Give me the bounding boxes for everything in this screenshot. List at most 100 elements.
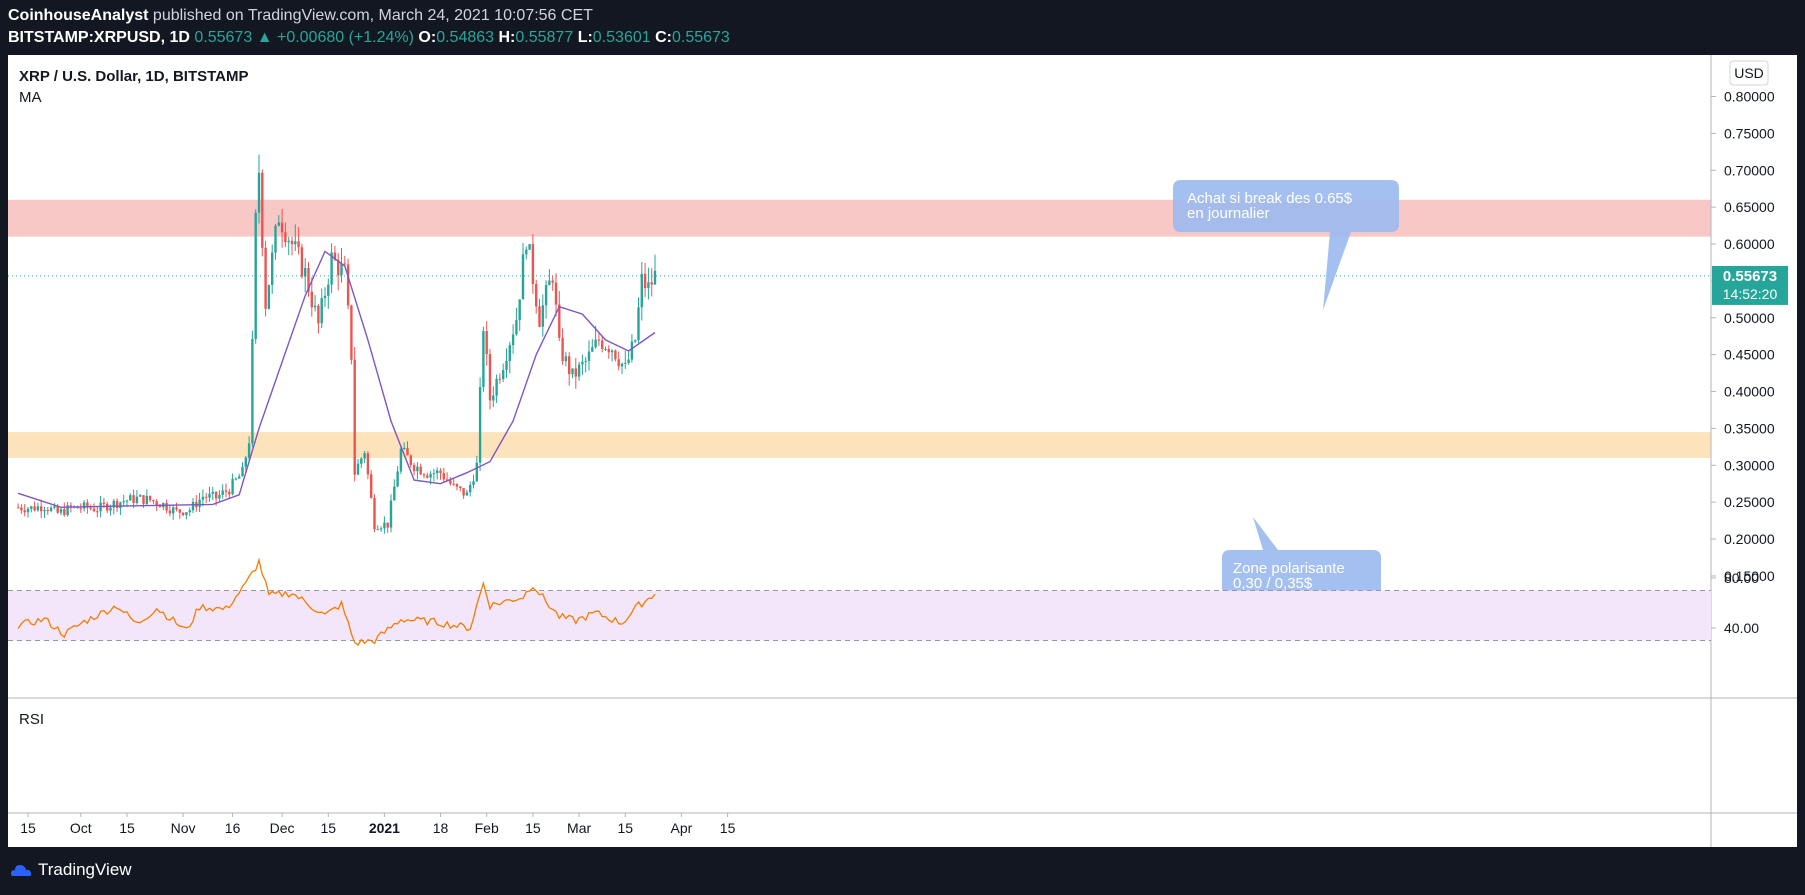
candle-body — [587, 351, 591, 361]
candle — [366, 451, 370, 480]
time-axis[interactable]: 15 Oct 15 Nov 16 Dec 15 2021 18 Feb 15 Mar 15 Apr 15 — [20, 813, 736, 836]
candle-body — [360, 458, 363, 464]
zone-callout: Zone polarisante 0,30 / 0,35$ — [1222, 517, 1381, 602]
candle — [485, 321, 488, 366]
candle-body — [310, 291, 313, 308]
candle — [535, 279, 538, 314]
candle-body — [155, 501, 158, 506]
candle-body — [597, 339, 601, 341]
candle-body — [267, 285, 271, 309]
candle — [152, 499, 155, 504]
candle — [66, 501, 69, 517]
candle-body — [462, 488, 465, 496]
zone-resistance — [8, 199, 1711, 237]
candle-body — [647, 282, 650, 289]
candle-body — [442, 473, 445, 480]
time-tick-label: 15 — [20, 820, 36, 836]
candle — [604, 346, 607, 352]
candle — [320, 288, 323, 329]
candle — [591, 339, 594, 353]
candle-body — [541, 305, 544, 327]
candle-body — [551, 280, 554, 283]
candle-body — [472, 481, 475, 486]
candle-body — [82, 502, 86, 509]
candle — [478, 377, 482, 471]
candle-body — [495, 378, 498, 396]
candle — [577, 361, 581, 381]
candle — [36, 502, 40, 512]
candle — [257, 154, 261, 224]
time-tick-label: 15 — [525, 820, 541, 836]
price-tick-label: 0.45000 — [1724, 347, 1775, 363]
candles-layer[interactable] — [16, 154, 657, 534]
candle-body — [198, 499, 201, 508]
candle — [587, 340, 591, 371]
candle-body — [409, 455, 412, 466]
candle — [416, 462, 419, 480]
candle-body — [264, 247, 267, 309]
candle-body — [320, 298, 323, 324]
candle — [498, 373, 502, 384]
tradingview-logo[interactable]: TradingView — [10, 860, 132, 880]
time-tick-label: 15 — [119, 820, 135, 836]
candle — [122, 494, 125, 507]
rsi-axis[interactable]: 80.00 40.00 — [1711, 570, 1759, 636]
candle — [409, 454, 412, 468]
candle-body — [584, 360, 587, 362]
candle-body — [630, 341, 634, 360]
candle-body — [224, 490, 228, 492]
time-tick-label: 16 — [225, 820, 241, 836]
candle — [373, 494, 376, 533]
price-axis[interactable]: 0.800000.750000.700000.650000.600000.550… — [1711, 89, 1775, 584]
candle-body — [370, 474, 373, 498]
time-tick-label: Nov — [171, 820, 196, 836]
tradingview-brand: TradingView — [38, 860, 132, 879]
candle-body — [620, 363, 624, 367]
price-tick-label: 0.20000 — [1724, 531, 1775, 547]
candle-body — [577, 364, 581, 377]
candle-body — [152, 500, 155, 502]
zone-callout-line2: 0,30 / 0,35$ — [1233, 575, 1313, 592]
currency-badge-box[interactable] — [1729, 60, 1769, 86]
candle-body — [323, 295, 327, 299]
candle-body — [508, 345, 511, 361]
candle — [452, 478, 455, 486]
price-chart-svg[interactable]: Achat si break des 0.65$ en journalier Z… — [8, 55, 1797, 847]
author-name[interactable]: CoinhouseAnalyst — [8, 7, 149, 24]
candle — [386, 522, 389, 533]
candle — [46, 507, 49, 515]
candle-body — [66, 505, 69, 516]
candle — [30, 505, 33, 513]
candle-body — [511, 334, 515, 346]
candle — [178, 508, 181, 519]
candle — [584, 356, 587, 373]
candle-body — [261, 172, 264, 248]
candle-body — [422, 474, 426, 476]
candle — [624, 350, 627, 369]
candle-body — [238, 476, 241, 479]
candle-body — [214, 491, 218, 499]
candle — [469, 481, 472, 497]
candle — [337, 253, 340, 291]
candle-body — [59, 509, 63, 513]
candle-body — [129, 495, 132, 501]
candle-body — [406, 447, 409, 456]
candle-body — [271, 252, 274, 286]
candle — [287, 236, 290, 256]
currency-badge[interactable]: USD — [1729, 60, 1769, 86]
candle — [274, 223, 277, 260]
candle-body — [69, 505, 73, 507]
cloud-icon — [11, 865, 32, 876]
open-value: 0.54863 — [436, 29, 495, 46]
rsi-legend: RSI — [19, 711, 44, 728]
chart-area[interactable]: Achat si break des 0.65$ en journalier Z… — [8, 55, 1797, 847]
high-value: 0.55877 — [515, 29, 574, 46]
candle-body — [122, 501, 125, 503]
candle — [191, 497, 195, 514]
candle-body — [178, 509, 181, 513]
candle-body — [482, 331, 485, 388]
candle — [241, 462, 244, 477]
candle-body — [498, 378, 502, 380]
candle-body — [244, 457, 247, 467]
candle — [211, 486, 214, 501]
